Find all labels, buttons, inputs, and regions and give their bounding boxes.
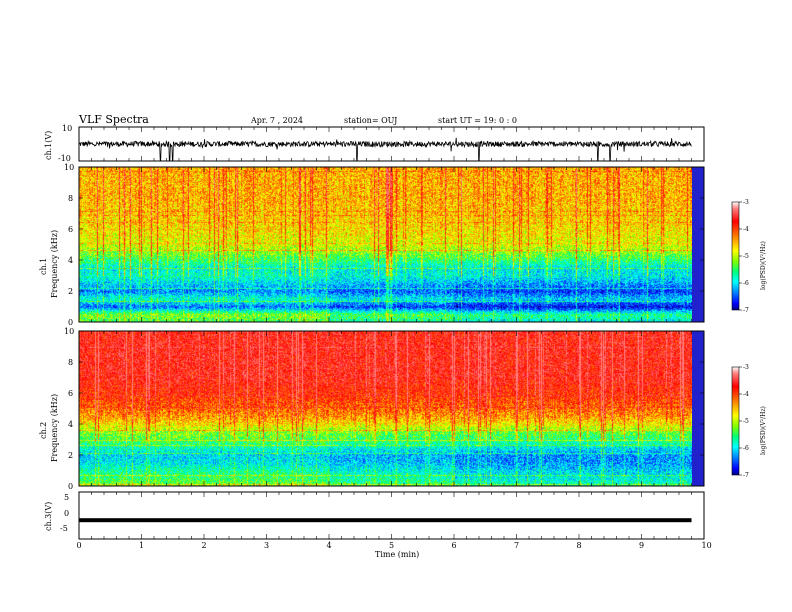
start-time-label: start UT = 19: 0 : 0 [438, 116, 517, 125]
spectrogram-ytick-6: 6 [68, 389, 73, 398]
spectrogram-ytick-0: 0 [68, 482, 73, 491]
colorbar-tick-label: -3 [743, 364, 749, 371]
ch2-spectrogram-heatmap [79, 331, 692, 486]
waveform-ch1-panel: 10 -10 ch.1(V) [44, 124, 705, 163]
colorbar-ch1: -3 -4 -5 -6 -7 log(PSD)(V²/Hz) [731, 199, 767, 314]
ch1-spectrogram-ylabel-line1: ch.1 [39, 258, 48, 275]
date-label: Apr. 7 , 2024 [250, 116, 303, 125]
figure-title: VLF Spectra [78, 113, 149, 126]
colorbar-tick-label: -7 [743, 307, 749, 314]
station-label: station= OUJ [344, 116, 397, 125]
colorbar-ch1-label: log(PSD)(V²/Hz) [760, 241, 767, 290]
x-tick-label-1: 1 [139, 541, 144, 550]
colorbar-tick-label: -6 [743, 445, 749, 452]
colorbar-tick-label: -5 [743, 253, 749, 260]
ch1-ytick-top: 10 [62, 124, 72, 133]
ch3-waveform-trace [79, 518, 692, 523]
spectrogram-ytick-2: 2 [68, 451, 73, 460]
x-tick-label-2: 2 [202, 541, 207, 550]
x-axis-tick-labels: 0 1 2 3 4 5 6 7 8 9 10 [77, 541, 712, 550]
spectrogram-ytick-6: 6 [68, 225, 73, 234]
colorbar-tick-label: -6 [743, 280, 749, 287]
x-tick-label-5: 5 [389, 541, 394, 550]
spectrogram-ytick-0: 0 [68, 318, 73, 327]
spectrogram-ch2-panel: 0 2 4 6 8 10 ch.2 Frequency (kHz) [39, 327, 705, 491]
ch1-waveform-trace [78, 137, 692, 161]
x-tick-label-6: 6 [452, 541, 457, 550]
spectrogram-ytick-10: 10 [64, 327, 74, 336]
ch1-spectrogram-heatmap [79, 167, 692, 322]
ch2-spectrogram-ylabel-line2: Frequency (kHz) [50, 394, 59, 462]
spectrogram-ytick-10: 10 [64, 163, 74, 172]
x-tick-label-4: 4 [327, 541, 332, 550]
x-axis-label: Time (min) [375, 550, 419, 559]
ch1-ylabel: ch.1(V) [44, 131, 53, 160]
spectrogram-ytick-8: 8 [68, 358, 73, 367]
colorbar-ch2: -3 -4 -5 -6 -7 log(PSD)(V²/Hz) [731, 364, 767, 479]
spectrogram-ytick-4: 4 [68, 420, 73, 429]
x-tick-label-0: 0 [77, 541, 82, 550]
ch3-ytick-bottom: -5 [60, 524, 68, 533]
x-tick-label-7: 7 [514, 541, 519, 550]
ch2-spectrogram-ylabel-line1: ch.2 [39, 422, 48, 439]
ch3-ytick-middle: 0 [64, 509, 69, 518]
colorbar-tick-label: -5 [743, 418, 749, 425]
spectrogram-ytick-8: 8 [68, 194, 73, 203]
x-tick-label-8: 8 [577, 541, 582, 550]
x-tick-label-3: 3 [264, 541, 269, 550]
spectrogram-ytick-2: 2 [68, 287, 73, 296]
ch3-ytick-top: 5 [64, 493, 69, 502]
ch1-spectrogram-ylabel-line2: Frequency (kHz) [50, 230, 59, 298]
x-tick-label-9: 9 [639, 541, 644, 550]
colorbar-tick-label: -4 [743, 226, 749, 233]
spectrogram-ch1-panel: 0 2 4 6 8 10 ch.1 Frequency (kHz) [39, 163, 705, 327]
waveform-ch3-panel: 5 0 -5 ch.3(V) [44, 491, 705, 540]
spectrogram-ytick-4: 4 [68, 256, 73, 265]
ch3-ylabel: ch.3(V) [44, 502, 53, 531]
colorbar-tick-label: -4 [743, 391, 749, 398]
x-tick-label-10: 10 [702, 541, 712, 550]
colorbar-ch2-label: log(PSD)(V²/Hz) [760, 406, 767, 455]
colorbar-tick-label: -3 [743, 199, 749, 206]
colorbar-tick-label: -7 [743, 472, 749, 479]
ch1-ytick-bottom: -10 [58, 154, 71, 163]
